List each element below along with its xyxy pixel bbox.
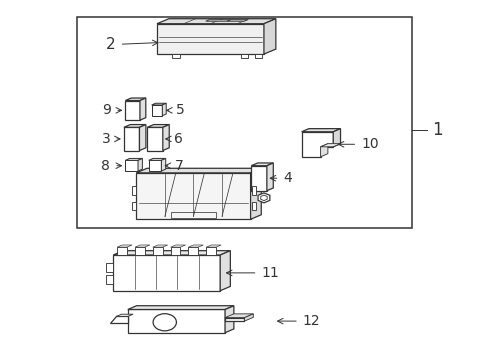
Polygon shape — [110, 316, 127, 323]
Polygon shape — [125, 100, 140, 120]
Polygon shape — [206, 245, 221, 247]
Polygon shape — [320, 144, 327, 157]
Polygon shape — [125, 158, 142, 160]
Polygon shape — [135, 247, 144, 255]
Text: 11: 11 — [261, 266, 279, 280]
Polygon shape — [135, 245, 149, 247]
Polygon shape — [161, 158, 165, 171]
Text: 4: 4 — [283, 171, 291, 185]
Polygon shape — [106, 263, 113, 272]
Polygon shape — [136, 168, 261, 173]
Polygon shape — [205, 20, 230, 21]
Polygon shape — [206, 247, 216, 255]
Polygon shape — [163, 125, 169, 150]
Bar — [170, 212, 216, 217]
Polygon shape — [224, 306, 233, 333]
Polygon shape — [151, 105, 162, 116]
Polygon shape — [125, 98, 145, 100]
Polygon shape — [264, 19, 275, 54]
Polygon shape — [117, 247, 127, 255]
Polygon shape — [224, 314, 253, 318]
Polygon shape — [127, 306, 233, 310]
Polygon shape — [152, 247, 163, 255]
Polygon shape — [251, 166, 266, 191]
Polygon shape — [140, 98, 145, 120]
Text: 12: 12 — [302, 314, 320, 328]
Polygon shape — [258, 193, 269, 203]
Polygon shape — [157, 19, 275, 24]
Polygon shape — [162, 103, 166, 116]
Polygon shape — [188, 247, 198, 255]
Polygon shape — [172, 54, 180, 58]
Polygon shape — [320, 144, 340, 147]
Polygon shape — [131, 186, 136, 195]
Polygon shape — [106, 275, 113, 284]
Text: 1: 1 — [431, 121, 442, 139]
Polygon shape — [241, 54, 248, 58]
Polygon shape — [224, 318, 244, 321]
Polygon shape — [170, 245, 185, 247]
Polygon shape — [250, 168, 261, 219]
Text: 2: 2 — [106, 37, 116, 52]
Text: 10: 10 — [361, 137, 378, 151]
Polygon shape — [148, 158, 165, 160]
Polygon shape — [170, 247, 180, 255]
Polygon shape — [113, 251, 230, 255]
Polygon shape — [147, 125, 169, 127]
Text: 6: 6 — [174, 132, 183, 146]
Text: 7: 7 — [174, 159, 183, 173]
Text: 3: 3 — [102, 132, 110, 146]
Polygon shape — [188, 245, 203, 247]
Polygon shape — [136, 173, 250, 219]
Polygon shape — [226, 20, 247, 21]
Polygon shape — [251, 163, 273, 166]
Text: 8: 8 — [101, 159, 110, 173]
Polygon shape — [220, 251, 230, 291]
Polygon shape — [251, 186, 256, 195]
Polygon shape — [266, 163, 273, 191]
Polygon shape — [254, 54, 262, 58]
Polygon shape — [131, 202, 136, 211]
Polygon shape — [244, 314, 253, 321]
Text: 9: 9 — [102, 103, 111, 117]
Polygon shape — [138, 158, 142, 171]
Text: 5: 5 — [175, 103, 184, 117]
Polygon shape — [123, 127, 139, 150]
Polygon shape — [332, 129, 340, 147]
Polygon shape — [113, 255, 220, 291]
Bar — [77, 18, 411, 228]
Polygon shape — [116, 314, 133, 316]
Polygon shape — [148, 160, 161, 171]
Polygon shape — [117, 245, 132, 247]
Polygon shape — [127, 310, 224, 333]
Polygon shape — [157, 24, 264, 54]
Polygon shape — [125, 160, 138, 171]
Polygon shape — [301, 129, 340, 132]
Polygon shape — [139, 125, 145, 150]
Polygon shape — [301, 132, 332, 157]
Polygon shape — [152, 245, 167, 247]
Polygon shape — [251, 202, 256, 211]
Polygon shape — [151, 103, 166, 105]
Polygon shape — [260, 195, 266, 201]
Polygon shape — [123, 125, 145, 127]
Polygon shape — [147, 127, 163, 150]
